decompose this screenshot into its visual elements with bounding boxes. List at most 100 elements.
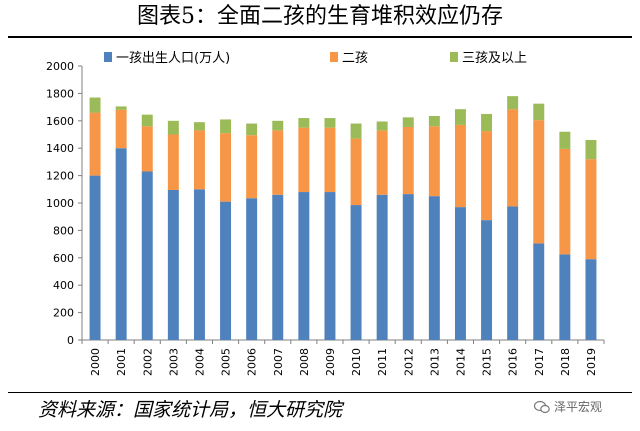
bar-segment [89,97,101,113]
watermark: 泽平宏观 [534,398,602,415]
y-tick-label: 0 [67,334,74,347]
bar-segment [454,124,466,208]
y-tick-label: 2000 [46,60,74,73]
bar-segment [428,116,440,127]
bar-segment [454,207,466,340]
chart-axes [78,65,605,344]
y-tick-label: 1000 [46,197,74,210]
bar-segment [193,130,205,190]
x-tick-label: 2000 [89,348,102,376]
x-tick-label: 2018 [559,348,572,376]
legend-swatch [104,52,112,62]
bar-segment [376,130,388,195]
x-tick-label: 2014 [454,348,467,376]
bar-segment [167,120,179,135]
x-tick-label: 2002 [141,348,154,376]
x-tick-label: 2013 [428,348,441,376]
bar-segment [246,123,258,136]
x-tick-label: 2019 [585,348,598,376]
x-tick-label: 2003 [167,348,180,376]
bar-segment [454,109,466,125]
bar-segment [559,148,571,255]
bar-segment [507,206,519,340]
bar-segment [115,148,127,340]
bar-segment [298,118,310,128]
bar-segment [324,127,336,193]
bar-segment [428,126,440,197]
y-tick-label: 200 [53,307,74,320]
bar-segment [481,113,493,132]
bar-segment [559,254,571,340]
y-tick-label: 1400 [46,142,74,155]
legend-label: 一孩出生人口(万人) [116,51,230,66]
bar-segment [402,117,414,127]
bar-segment [272,120,284,131]
bar-segment [141,114,153,127]
bar-segment [376,121,388,131]
bar-segment [533,120,545,244]
x-tick-labels: 2000 2001 2002 2003 2004 2005 2006 2007 2008 2009… [89,348,598,376]
legend-label: 二孩 [342,51,368,66]
y-tick-labels: 0 200 400 600 800 1000 1200 1400 1600 1800 2000 [46,60,74,347]
y-tick-label: 1600 [46,115,74,128]
y-tick-label: 600 [53,252,74,265]
bar-segment [350,138,362,206]
chart-bars [89,96,597,340]
title-rule [8,36,632,38]
bar-segment [350,205,362,340]
bar-segment [220,133,232,202]
x-tick-label: 2017 [533,348,546,376]
x-tick-label: 2007 [272,348,285,376]
bar-segment [402,194,414,340]
y-tick-label: 800 [53,224,74,237]
bar-segment [533,243,545,340]
bar-segment [167,189,179,340]
bar-segment [585,259,597,340]
bar-segment [350,123,362,139]
bar-segment [220,119,232,134]
y-tick-label: 400 [53,279,74,292]
bar-segment [428,196,440,340]
bar-segment [167,134,179,190]
x-tick-label: 2001 [115,348,128,376]
bar-segment [246,135,258,199]
bar-segment [272,194,284,340]
x-tick-label: 2012 [402,348,415,376]
wechat-icon [534,400,550,413]
x-tick-label: 2010 [350,348,363,376]
x-tick-label: 2011 [376,348,389,376]
bar-segment [481,220,493,340]
x-tick-label: 2015 [481,348,494,376]
x-tick-label: 2005 [220,348,233,376]
legend-swatch [450,52,458,62]
bar-segment [89,112,101,176]
bar-segment [376,194,388,340]
bar-segment [193,189,205,340]
stacked-bar-chart: 一孩出生人口(万人) 二孩 三孩及以上 2000 2001 2002 2003 2004 20… [46,51,605,376]
x-tick-label: 2006 [246,348,259,376]
bar-segment [220,201,232,340]
bar-segment [559,131,571,149]
bar-segment [89,175,101,340]
bar-segment [141,126,153,172]
source-rule [8,392,632,393]
bar-segment [507,96,519,110]
bar-segment [324,192,336,340]
bar-segment [585,159,597,260]
bar-segment [298,127,310,193]
bar-segment [585,139,597,160]
y-tick-label: 1200 [46,170,74,183]
bar-segment [533,103,545,121]
bar-segment [272,130,284,195]
bar-segment [115,106,127,110]
x-tick-label: 2008 [298,348,311,376]
bar-segment [115,109,127,149]
source-note: 资料来源：国家统计局，恒大研究院 [38,399,343,421]
bar-segment [402,126,414,195]
bar-segment [246,198,258,340]
x-tick-label: 2004 [193,348,206,376]
bar-segment [298,192,310,340]
bar-segment [481,131,493,221]
x-tick-label: 2016 [507,348,520,376]
x-tick-label: 2009 [324,348,337,376]
